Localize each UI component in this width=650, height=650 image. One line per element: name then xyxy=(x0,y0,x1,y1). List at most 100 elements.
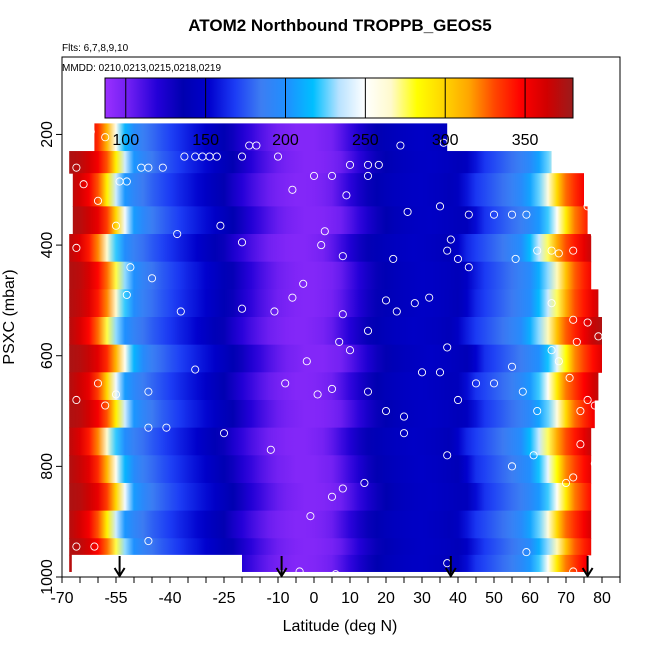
heatmap-band xyxy=(69,372,599,401)
latitude-arrow xyxy=(581,556,594,578)
sample-point xyxy=(317,241,326,250)
x-tick-label: 30 xyxy=(413,590,431,607)
y-axis: 200 400 600 800 1000 xyxy=(39,121,62,595)
sample-point xyxy=(320,227,329,236)
sample-point xyxy=(338,252,347,261)
sample-point xyxy=(191,365,200,374)
heatmap-band xyxy=(69,151,552,174)
sample-point xyxy=(273,152,283,161)
sample-point xyxy=(522,548,531,557)
sample-point xyxy=(111,390,121,399)
sample-point xyxy=(410,299,419,308)
plot-frame xyxy=(61,56,621,578)
sample-point xyxy=(569,246,578,255)
sample-point xyxy=(122,290,131,299)
sample-point xyxy=(425,293,434,302)
x-tick-label: -55 xyxy=(104,590,127,607)
sample-point xyxy=(309,171,319,180)
heatmap-band xyxy=(94,123,448,152)
sample-point xyxy=(237,304,247,313)
x-tick-label: -40 xyxy=(158,590,181,607)
sample-point xyxy=(529,451,538,460)
x-tick-label: 20 xyxy=(377,590,395,607)
sample-point xyxy=(65,141,74,150)
heatmap-band xyxy=(69,399,595,429)
sample-point xyxy=(590,559,599,568)
sample-point xyxy=(435,202,445,211)
arrow-head xyxy=(444,567,457,578)
sample-point xyxy=(342,191,351,200)
sample-point xyxy=(252,141,261,150)
sample-point xyxy=(443,246,452,255)
sample-point xyxy=(176,307,185,316)
sample-point xyxy=(158,163,167,172)
sample-point xyxy=(162,423,171,432)
sample-point xyxy=(327,171,337,180)
sample-point xyxy=(554,357,563,366)
sample-point xyxy=(101,401,110,410)
sample-point xyxy=(453,395,463,405)
x-tick-label: -10 xyxy=(266,590,289,607)
heatmap-band xyxy=(69,289,599,318)
arrow-head xyxy=(113,567,126,578)
sample-point xyxy=(511,254,520,263)
sample-point xyxy=(583,395,592,405)
sample-point xyxy=(270,307,279,316)
sample-point xyxy=(237,238,247,247)
sample-point xyxy=(327,492,337,501)
colorbar-tick-label: 300 xyxy=(432,132,459,149)
y-axis-label: PSXC (mbar) xyxy=(1,269,18,364)
x-tick-label: -25 xyxy=(212,590,235,607)
sample-point xyxy=(144,423,153,432)
x-tick-label: 0 xyxy=(310,590,319,607)
colorbar-tick-label: 350 xyxy=(512,132,539,149)
sample-point xyxy=(237,152,247,161)
sample-point xyxy=(507,362,517,371)
flights-note: Flts: 6,7,8,9,10 xyxy=(62,43,129,54)
x-tick-label: 40 xyxy=(449,590,467,607)
sample-point xyxy=(533,406,542,416)
sample-point xyxy=(569,315,578,324)
sample-point xyxy=(266,445,275,454)
sample-point xyxy=(93,379,103,388)
sample-point xyxy=(464,210,473,219)
sample-point xyxy=(583,318,592,327)
sample-point xyxy=(533,246,542,255)
sample-point xyxy=(338,484,347,493)
sample-point xyxy=(569,473,578,482)
sample-point xyxy=(72,243,81,252)
sample-point xyxy=(554,249,563,258)
heatmap-band xyxy=(69,234,592,263)
sample-point xyxy=(302,357,311,366)
y-tick-label: 200 xyxy=(39,121,56,148)
sample-point xyxy=(576,440,585,449)
sample-point xyxy=(547,299,556,308)
sample-point xyxy=(443,343,452,352)
sample-point xyxy=(547,346,556,355)
sample-point xyxy=(147,274,157,283)
sample-point xyxy=(212,152,221,161)
sample-point xyxy=(288,293,297,302)
sample-point xyxy=(144,163,153,172)
heatmap-band xyxy=(69,455,592,484)
sample-point xyxy=(363,326,373,335)
sample-point xyxy=(446,235,455,244)
sample-point xyxy=(72,163,81,172)
colorbar-tick-labels: 100 150 200 250 300 350 xyxy=(112,132,538,149)
sample-point xyxy=(363,171,373,180)
heatmap-band xyxy=(72,206,588,235)
sample-point xyxy=(576,406,585,416)
sample-point xyxy=(180,152,189,161)
white-gap xyxy=(71,554,242,577)
sample-point xyxy=(93,196,103,205)
sample-point xyxy=(590,401,599,410)
x-tick-label: 60 xyxy=(521,590,539,607)
sample-point xyxy=(480,575,487,577)
sample-point xyxy=(338,310,347,319)
sample-point xyxy=(572,337,581,346)
latitude-arrow xyxy=(444,556,457,578)
sample-point xyxy=(122,177,131,186)
colorbar-tick-label: 200 xyxy=(272,132,299,149)
sample-point xyxy=(410,572,419,577)
sample-point xyxy=(453,254,463,263)
